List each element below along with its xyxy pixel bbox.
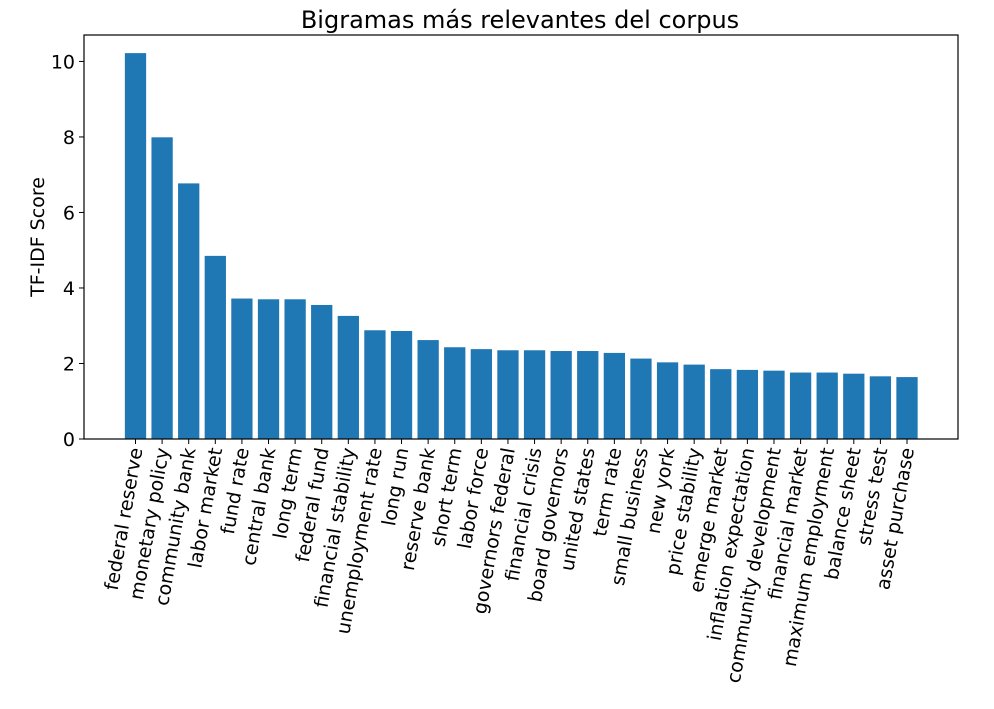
bar-governors-federal — [497, 350, 519, 439]
bar-term-rate — [603, 352, 625, 439]
bar-monetary-policy — [151, 137, 173, 439]
bar-reserve-bank — [417, 340, 439, 439]
bar-asset-purchase — [896, 377, 918, 439]
y-tick-label: 0 — [63, 429, 75, 451]
bar-financial-stability — [337, 315, 359, 439]
bar-stress-test — [869, 376, 892, 439]
chart-title: Bigramas más relevantes del corpus — [301, 6, 739, 34]
bar-financial-crisis — [523, 350, 546, 439]
bar-labor-force — [470, 349, 492, 439]
bar-board-governors — [550, 351, 572, 439]
y-tick-label: 2 — [63, 353, 75, 375]
bar-fund-rate — [231, 298, 253, 439]
bar-inflation-expectation — [736, 369, 759, 439]
bar-united-states — [577, 351, 599, 439]
bar-labor-market — [204, 255, 226, 439]
bar-central-bank — [257, 299, 280, 439]
bar-unemployment-rate — [364, 330, 386, 439]
bar-community-development — [763, 370, 785, 439]
bar-emerge-market — [710, 369, 732, 439]
bar-community-bank — [178, 183, 200, 439]
bar-price-stability — [683, 364, 705, 439]
bar-long-term — [284, 299, 306, 439]
bar-short-term — [444, 347, 466, 439]
bar-long-run — [390, 331, 413, 439]
y-tick-label: 6 — [63, 202, 75, 224]
bar-balance-sheet — [843, 373, 865, 439]
y-tick-label: 8 — [63, 127, 75, 149]
y-tick-label: 10 — [51, 51, 75, 73]
bar-financial-market — [789, 372, 812, 439]
bar-federal-fund — [311, 304, 333, 439]
y-tick-label: 4 — [63, 278, 75, 300]
bars-layer — [124, 53, 918, 440]
bar-federal-reserve — [124, 53, 147, 440]
bar-small-business — [630, 358, 652, 439]
plot-frame — [83, 34, 959, 440]
bar-new-york — [656, 362, 679, 439]
y-axis-label: TF-IDF Score — [27, 177, 49, 298]
y-axis-ticks: 0 2 4 6 8 10 — [51, 51, 84, 451]
bar-maximum-employment — [816, 372, 838, 439]
